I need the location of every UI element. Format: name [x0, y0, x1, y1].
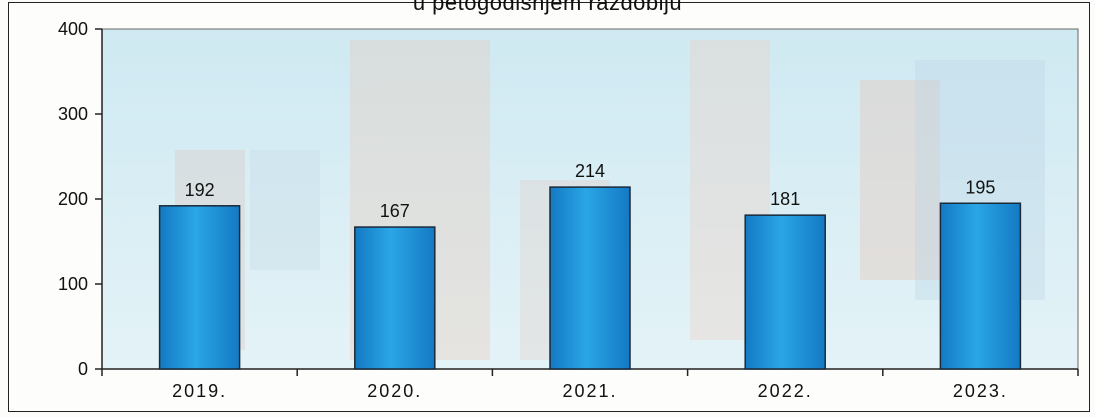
- bar-2023: [939, 202, 1022, 370]
- y-tick-label: 300: [58, 104, 88, 124]
- y-axis: 0 100 200 300 400: [58, 19, 103, 379]
- x-tick-label: 2020.: [367, 381, 422, 401]
- data-label: 214: [575, 161, 605, 181]
- data-label: 167: [380, 201, 410, 221]
- bar-2019: [158, 205, 241, 370]
- background-ghost-shape: [250, 150, 320, 270]
- x-axis: 2019. 2020. 2021. 2022. 2023.: [101, 368, 1079, 401]
- x-tick-label: 2023.: [953, 381, 1008, 401]
- background-ghost-shape: [860, 80, 940, 280]
- bar-2021: [549, 186, 631, 370]
- y-tick-label: 200: [58, 189, 88, 209]
- y-tick-label: 0: [78, 359, 88, 379]
- data-label: 181: [770, 189, 800, 209]
- data-labels: 192 167 214 181 195: [185, 161, 996, 221]
- data-label: 192: [185, 180, 215, 200]
- y-tick-label: 400: [58, 19, 88, 39]
- x-tick-label: 2022.: [758, 381, 813, 401]
- bars: [158, 186, 1022, 370]
- x-tick-label: 2021.: [562, 381, 617, 401]
- bar-2020: [354, 226, 436, 370]
- y-tick-label: 100: [58, 274, 88, 294]
- chart-title: u petogodišnjem razdoblju: [412, 0, 683, 15]
- data-label: 195: [965, 177, 995, 197]
- x-tick-label: 2019.: [172, 381, 227, 401]
- bar-2022: [744, 214, 826, 370]
